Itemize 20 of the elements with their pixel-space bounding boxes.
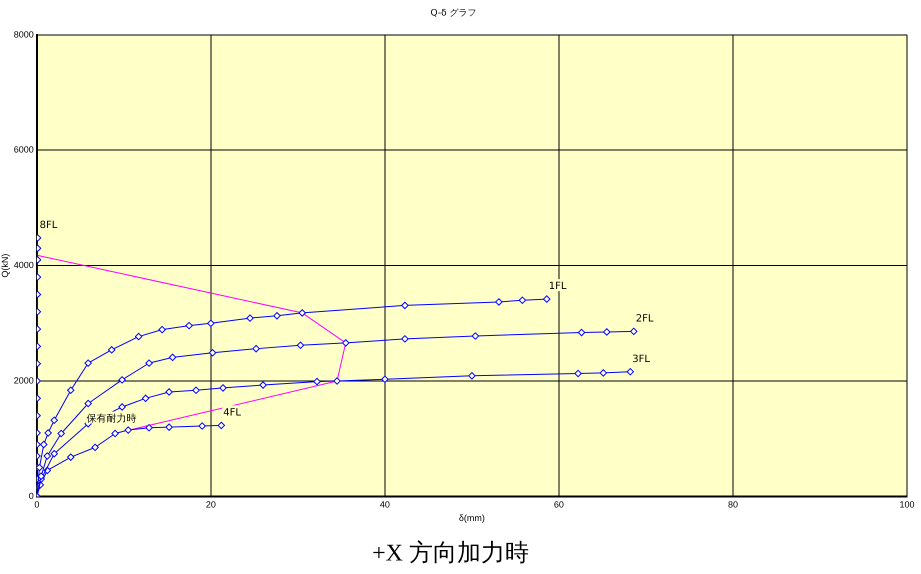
y-axis-title: Q(kN)	[0, 254, 10, 278]
series-label: 1FL	[548, 281, 567, 292]
y-tick-label: 4000	[14, 260, 34, 270]
series-label: 3FL	[632, 354, 650, 365]
y-tick-label: 8000	[14, 29, 34, 40]
x-tick-label: 60	[554, 499, 564, 510]
series-label: 保有耐力時	[86, 412, 137, 424]
series-label: 8FL	[40, 220, 58, 231]
x-tick-label: 100	[899, 499, 915, 510]
text: +X 方向加力時	[372, 539, 529, 566]
x-tick-label: 40	[380, 499, 390, 510]
y-tick-label: 6000	[14, 144, 34, 155]
x-tick-label: 20	[206, 499, 216, 510]
x-axis-title: δ(mm)	[458, 513, 485, 524]
series-label: 4FL	[223, 407, 242, 418]
chart-title: Q-δ グラフ	[430, 8, 476, 19]
y-tick-label: 0	[28, 490, 34, 501]
series-label: 2FL	[636, 313, 654, 324]
y-tick-label: 2000	[14, 375, 34, 386]
x-tick-label: 80	[728, 499, 738, 510]
